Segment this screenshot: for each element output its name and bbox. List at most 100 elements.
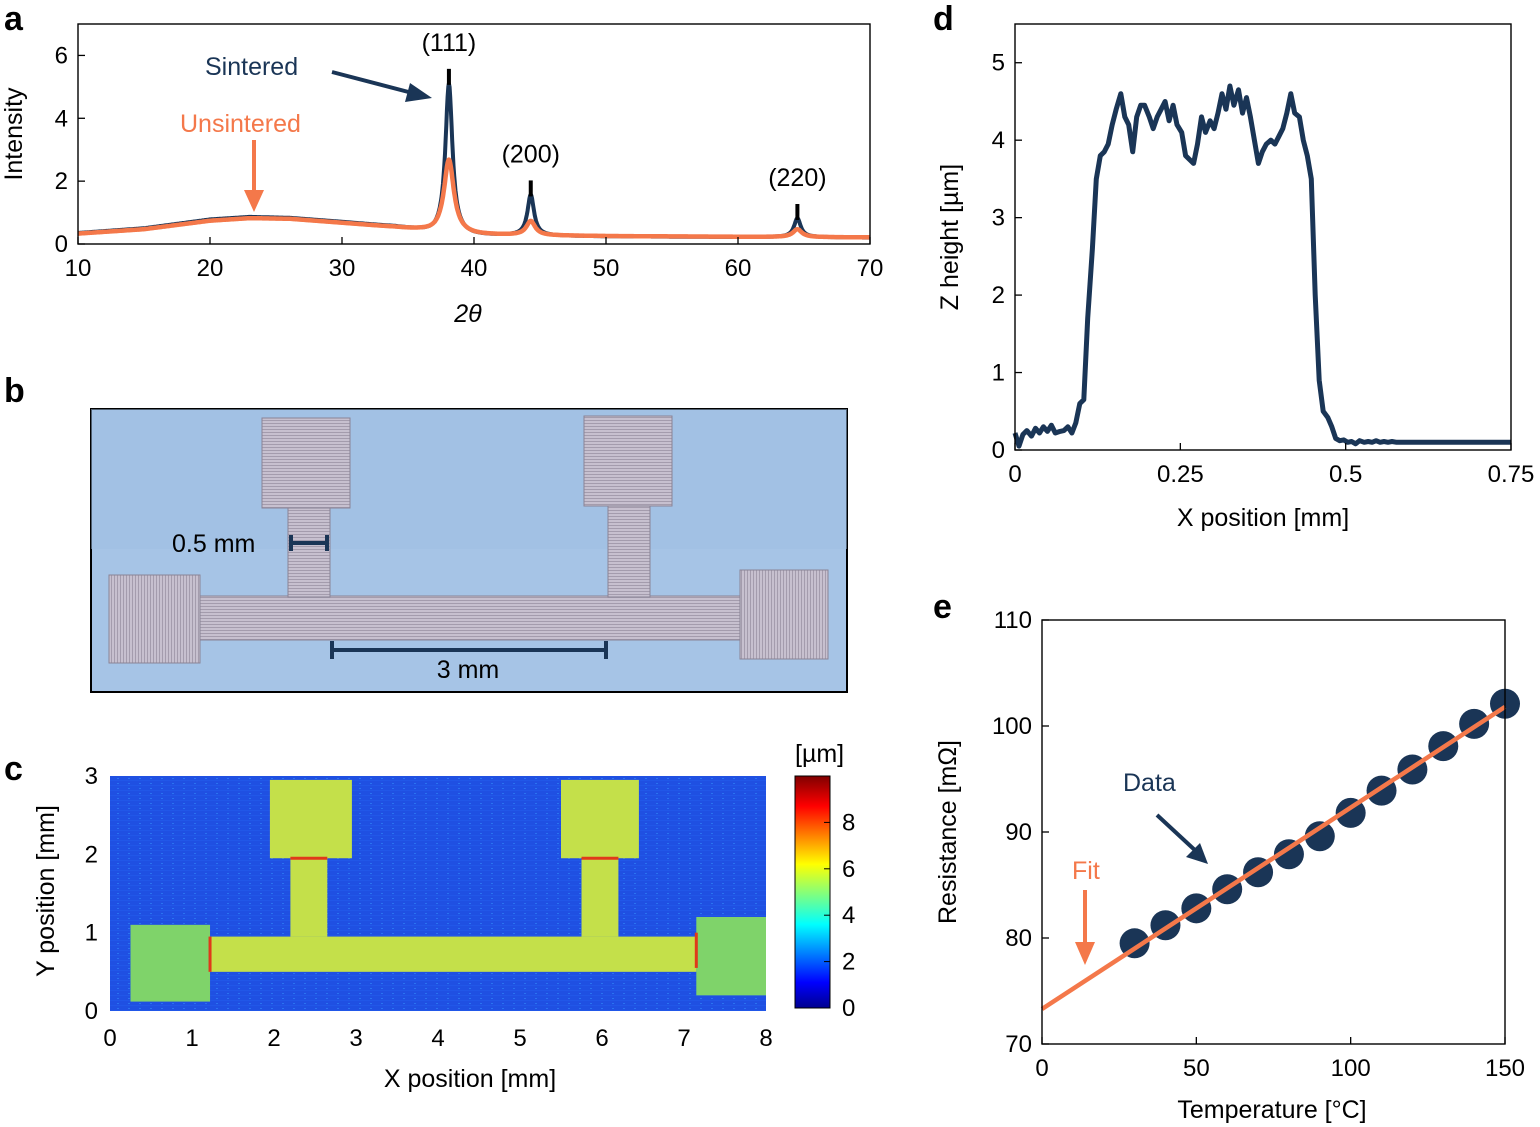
photo-b-main-line <box>199 595 746 641</box>
annotation-fit: Fit <box>1072 857 1100 885</box>
arrow-unsintered-head <box>244 190 264 212</box>
chart-e-ytick-label: 80 <box>1005 925 1032 952</box>
chart-c-ytick-label: 2 <box>85 841 98 868</box>
chart-e-ylabel: Resistance [mΩ] <box>934 740 962 924</box>
chart-c-ytick-label: 0 <box>85 998 98 1025</box>
peak-label: (200) <box>502 140 560 168</box>
chart-a-xtick-label: 50 <box>593 255 620 282</box>
annotation-sintered: Sintered <box>205 53 298 81</box>
chart-c-xtick-label: 2 <box>267 1025 280 1052</box>
scalebar-3mm-label: 3 mm <box>437 656 500 684</box>
chart-e-ytick-label: 90 <box>1005 819 1032 846</box>
chart-c-colorbar <box>794 775 831 1009</box>
chart-a-ytick-label: 6 <box>55 42 68 69</box>
chart-d-profile: 0 0.25 0.5 0.75 0 1 2 3 4 5 X position [mm] Z hei… <box>936 23 1535 532</box>
chart-d-ylabel: Z height [µm] <box>936 164 964 310</box>
photo-b-right-stub <box>607 504 651 598</box>
chart-c-ytick-label: 3 <box>85 763 98 790</box>
panel-d-label: d <box>933 0 954 38</box>
colorbar-tick-label: 2 <box>842 949 855 976</box>
arrow-sintered-shaft <box>331 70 421 97</box>
chart-a-ylabel: Intensity <box>0 87 28 181</box>
arrow-data-shaft <box>1155 813 1200 855</box>
chart-e-xtick-label: 50 <box>1183 1055 1210 1082</box>
chart-a-xtick-label: 60 <box>725 255 752 282</box>
chart-c-ytick-label: 1 <box>85 920 98 947</box>
chart-e-resistance: 0 50 100 150 70 80 90 100 110 Temperature [°C] R… <box>934 607 1525 1124</box>
chart-d-xlabel: X position [mm] <box>1177 504 1349 532</box>
chart-c-xtick-label: 5 <box>513 1025 526 1052</box>
chart-e-xlabel: Temperature [°C] <box>1177 1096 1366 1124</box>
fit-line <box>1040 705 1507 1011</box>
chart-d-ytick-label: 4 <box>992 127 1005 154</box>
chart-d-ytick-label: 1 <box>992 360 1005 387</box>
chart-a-ytick-label: 2 <box>55 168 68 195</box>
photo-b-right-pad <box>739 569 829 660</box>
chart-a-xtick-label: 30 <box>329 255 356 282</box>
photo-b-left-stub <box>287 504 331 598</box>
chart-a-xtick-label: 70 <box>857 255 884 282</box>
data-point <box>1304 821 1335 852</box>
peak-label: (220) <box>768 164 826 192</box>
colorbar-tick-label: 0 <box>842 995 855 1022</box>
chart-e-ytick-label: 110 <box>994 607 1032 634</box>
heightmap-left-stub <box>290 858 328 937</box>
chart-e-xtick-label: 0 <box>1035 1055 1048 1082</box>
chart-c-xtick-label: 8 <box>759 1025 772 1052</box>
chart-d-ytick-label: 2 <box>992 282 1005 309</box>
chart-e-ytick-label: 100 <box>992 713 1032 740</box>
chart-e-series <box>1040 688 1520 1011</box>
photo-b-left-top-pad <box>261 417 351 509</box>
chart-a-ytick-label: 4 <box>55 105 68 132</box>
chart-d-xtick-label: 0.5 <box>1329 461 1362 488</box>
series-sintered <box>76 81 872 240</box>
heightmap-right-top-pad <box>561 779 639 859</box>
chart-e-xtick-label: 100 <box>1331 1055 1371 1082</box>
chart-d-ytick-label: 3 <box>992 205 1005 232</box>
colorbar-tick-label: 4 <box>842 902 855 929</box>
colorbar-tick-label: 6 <box>842 856 855 883</box>
chart-d-xtick-label: 0.25 <box>1157 461 1204 488</box>
series-z-height <box>1012 83 1511 449</box>
chart-d-xtick-label: 0 <box>1008 461 1021 488</box>
heightmap-right-stub <box>581 858 619 937</box>
chart-e-frame <box>1041 619 1506 1045</box>
chart-d-xtick-label: 0.75 <box>1488 461 1535 488</box>
chart-a-xtick-label: 40 <box>461 255 488 282</box>
chart-c-ylabel: Y position [mm] <box>32 805 60 977</box>
annotation-data: Data <box>1123 769 1176 797</box>
chart-d-ytick-label: 0 <box>992 437 1005 464</box>
panel-c-label: c <box>4 750 23 788</box>
data-point <box>1273 839 1304 870</box>
chart-a-xtick-label: 20 <box>197 255 224 282</box>
photo-b-right-top-pad <box>583 415 673 507</box>
chart-c-xtick-label: 6 <box>595 1025 608 1052</box>
peak-label: (111) <box>422 29 477 57</box>
panel-e-label: e <box>933 588 952 626</box>
chart-c-xtick-label: 0 <box>103 1025 116 1052</box>
chart-a-xlabel: 2θ <box>453 300 482 328</box>
chart-a-xrd: 10 20 30 40 50 60 70 0 2 4 6 (111) (200) (220) 2θ In… <box>0 23 884 328</box>
arrow-sintered-head <box>405 83 432 102</box>
arrow-data-head <box>1186 843 1208 864</box>
panel-a-label: a <box>4 0 24 38</box>
chart-c-xlabel: X position [mm] <box>384 1065 556 1093</box>
colorbar-tick-label: 8 <box>842 809 855 836</box>
chart-a-series <box>76 81 872 240</box>
chart-c-xtick-label: 4 <box>431 1025 444 1052</box>
heightmap-left-pad <box>130 924 211 1002</box>
chart-c-xtick-label: 7 <box>677 1025 690 1052</box>
heightmap-left-top-pad <box>269 779 352 859</box>
photo-b-micrograph: 0.5 mm 3 mm <box>90 408 848 693</box>
arrow-fit-head <box>1075 942 1095 965</box>
chart-c-xtick-label: 1 <box>185 1025 198 1052</box>
heightmap-main-line <box>210 936 697 972</box>
panel-b-label: b <box>4 372 25 410</box>
series-unsintered <box>76 157 872 240</box>
chart-d-ytick-label: 5 <box>992 50 1005 77</box>
data-point <box>1119 928 1150 959</box>
chart-c-xtick-label: 3 <box>349 1025 362 1052</box>
chart-e-xtick-label: 150 <box>1485 1055 1525 1082</box>
chart-c-colorbar-label: [µm] <box>795 740 844 768</box>
